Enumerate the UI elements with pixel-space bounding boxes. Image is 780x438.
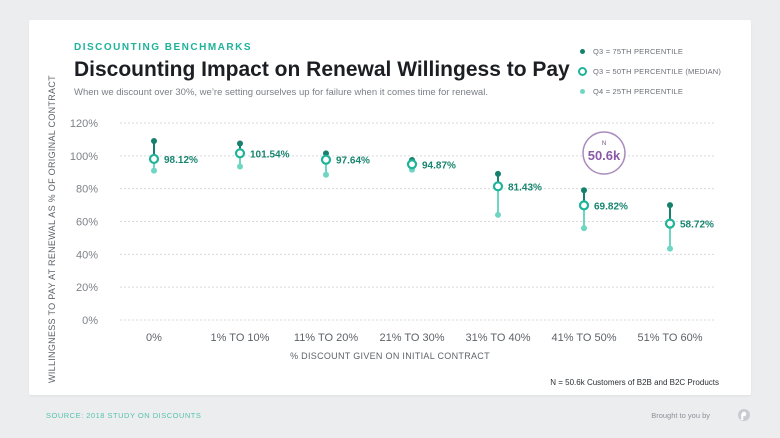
legend-label-q25: Q4 = 25TH PERCENTILE (593, 86, 684, 96)
eyebrow-label: DISCOUNTING BENCHMARKS (74, 42, 252, 53)
y-tick-label: 60% (76, 217, 98, 229)
median-value-label: 98.12% (164, 155, 198, 166)
q75-point (667, 202, 673, 209)
x-category-label: 11% TO 20% (294, 332, 358, 344)
gridlines (120, 122, 714, 321)
chart-title: Discounting Impact on Renewal Willingess… (74, 58, 570, 81)
range-group: 97.64% (320, 150, 370, 178)
legend: Q3 = 75TH PERCENTILE Q3 = 50TH PERCENTIL… (578, 41, 721, 101)
q25-point (323, 171, 329, 178)
y-tick-label: 40% (76, 249, 98, 261)
x-category-label: 0% (146, 332, 162, 344)
range-group: 81.43% (492, 170, 542, 218)
q75-point (237, 140, 243, 147)
legend-item-median: Q3 = 50TH PERCENTILE (MEDIAN) (578, 61, 721, 81)
y-axis-title: WILLINGNESS TO PAY AT RENEWAL AS % OF OR… (47, 75, 57, 383)
range-group: 94.87% (406, 156, 456, 173)
y-tick-label: 20% (76, 282, 98, 294)
y-tick-label: 120% (70, 118, 98, 130)
median-point (320, 154, 332, 165)
median-value-label: 81.43% (508, 182, 542, 193)
median-value-label: 97.64% (336, 156, 370, 167)
x-axis-categories: 0% 1% TO 10% 11% TO 20% 21% TO 30% 31% TO 40… (146, 332, 703, 344)
range-group: 98.12% (148, 138, 198, 174)
q25-point (667, 245, 673, 252)
q75-point (151, 138, 157, 145)
median-value-label: 69.82% (594, 201, 628, 212)
range-group: 69.82% (578, 187, 628, 232)
legend-marker-q25 (578, 88, 587, 94)
brought-to-you-by: Brought to you by (651, 411, 710, 420)
source-note: SOURCE: 2018 STUDY ON DISCOUNTS (46, 411, 202, 420)
median-point (578, 200, 590, 211)
data-series: 98.12% 101.54% 97.64% 94.87% 81.43% 69.82% 58.… (148, 138, 714, 252)
range-group: 58.72% (664, 202, 714, 252)
y-tick-label: 100% (70, 151, 98, 163)
x-category-label: 31% TO 40% (465, 332, 530, 344)
y-tick-label: 80% (76, 184, 98, 196)
legend-label-median: Q3 = 50TH PERCENTILE (MEDIAN) (593, 66, 722, 76)
n-badge-label: N (602, 141, 606, 147)
x-category-label: 1% TO 10% (211, 332, 270, 344)
median-value-label: 101.54% (250, 149, 290, 160)
sample-size-note: N = 50.6k Customers of B2B and B2C Produ… (550, 378, 719, 387)
median-point (492, 181, 504, 192)
legend-label-q75: Q3 = 75TH PERCENTILE (593, 46, 684, 56)
x-axis-title: % DISCOUNT GIVEN ON INITIAL CONTRACT (290, 351, 490, 361)
median-value-label: 94.87% (422, 160, 456, 171)
median-point (234, 148, 246, 159)
n-badge-circle (582, 131, 626, 175)
chart-card (29, 20, 751, 395)
q25-point (581, 225, 587, 232)
n-badge: N 50.6k (582, 131, 626, 175)
median-point (148, 153, 160, 165)
median-point (664, 218, 676, 229)
x-category-label: 41% TO 50% (551, 332, 616, 344)
q75-point (495, 170, 501, 177)
legend-item-q25: Q4 = 25TH PERCENTILE (578, 81, 721, 101)
range-group: 101.54% (234, 140, 290, 170)
legend-marker-q75 (578, 48, 587, 54)
q25-point (151, 167, 157, 174)
x-category-label: 51% TO 60% (637, 332, 702, 344)
median-value-label: 58.72% (680, 220, 714, 231)
median-point (406, 159, 418, 170)
y-tick-label: 0% (82, 315, 98, 327)
q25-point (495, 211, 501, 218)
n-badge-value: 50.6k (588, 148, 621, 163)
y-axis-ticks: 0% 20% 40% 60% 80% 100% 120% (70, 118, 98, 327)
x-category-label: 21% TO 30% (379, 332, 444, 344)
q25-point (237, 163, 243, 170)
q75-point (581, 187, 587, 194)
chart-subtitle: When we discount over 30%, we’re setting… (74, 87, 488, 98)
legend-marker-median (578, 66, 587, 76)
brand-logo-icon (738, 409, 750, 421)
legend-item-q75: Q3 = 75TH PERCENTILE (578, 41, 721, 61)
